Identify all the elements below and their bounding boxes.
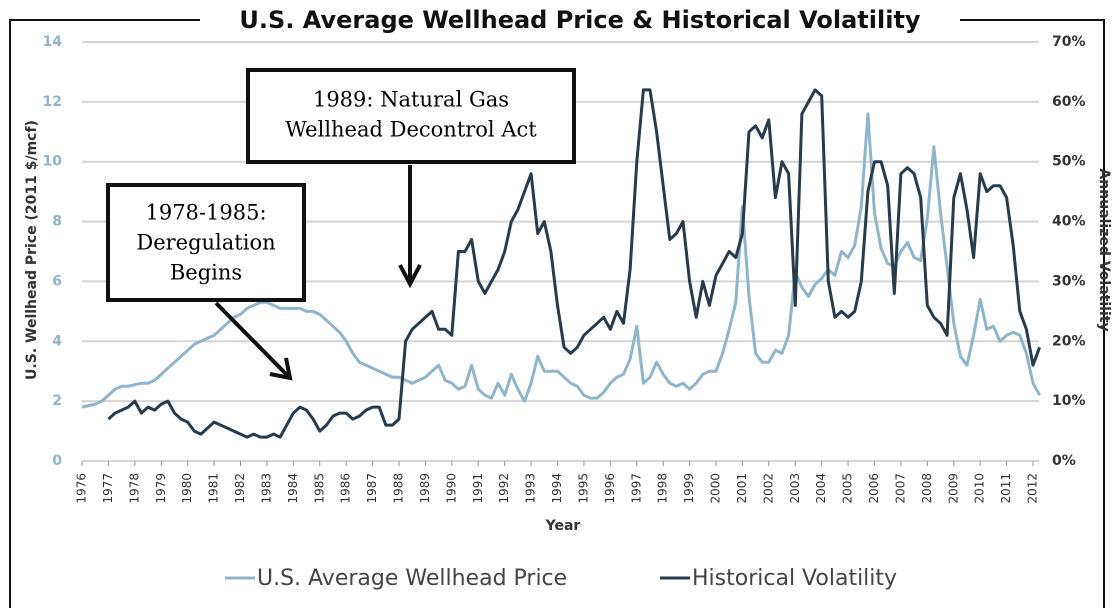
x-tick-label: 2005 bbox=[841, 473, 855, 504]
y2-tick-label: 70% bbox=[1052, 34, 1086, 50]
x-tick-label: 1977 bbox=[101, 473, 115, 504]
y2-axis-label: Annualized Volatility bbox=[1096, 168, 1112, 331]
annotation-box bbox=[106, 183, 306, 302]
x-tick-label: 1986 bbox=[339, 473, 353, 504]
x-tick-label: 2000 bbox=[709, 473, 723, 504]
x-tick-label: 1999 bbox=[682, 473, 696, 504]
chart-title: U.S. Average Wellhead Price & Historical… bbox=[239, 6, 921, 34]
y-tick-label: 2 bbox=[52, 393, 62, 409]
legend: U.S. Average Wellhead Price Historical Vo… bbox=[225, 566, 897, 591]
x-tick-label: 1990 bbox=[444, 473, 458, 504]
y2-tick-label: 20% bbox=[1052, 333, 1086, 349]
y-tick-label: 14 bbox=[43, 34, 63, 50]
x-tick-label: 2003 bbox=[788, 473, 802, 504]
x-tick-label: 2008 bbox=[920, 473, 934, 504]
x-tick-label: 2001 bbox=[735, 473, 749, 504]
annotation-text: Wellhead Decontrol Act bbox=[285, 118, 537, 142]
y-tick-label: 0 bbox=[52, 453, 62, 469]
frame bbox=[9, 19, 1105, 608]
annotation-text: Begins bbox=[170, 261, 242, 285]
x-tick-label: 1996 bbox=[603, 473, 617, 504]
x-tick-label: 1980 bbox=[180, 473, 194, 504]
x-tick-label: 1989 bbox=[418, 473, 432, 504]
x-tick-label: 1981 bbox=[207, 473, 221, 504]
x-tick-label: 1983 bbox=[259, 473, 273, 504]
annotation-arrow bbox=[214, 301, 293, 381]
x-tick-label: 1985 bbox=[312, 473, 326, 504]
grid: 0 2 4 6 8 10 12 14 0% 10% 20% 30% 40% 50% 60% 70% 1976 19… bbox=[43, 34, 1086, 504]
x-tick-label: 1976 bbox=[75, 473, 89, 504]
x-axis-label: Year bbox=[545, 518, 581, 534]
y-tick-label: 6 bbox=[52, 273, 62, 289]
y2-tick-label: 50% bbox=[1052, 154, 1086, 170]
x-tick-label: 1987 bbox=[365, 473, 379, 504]
x-tick-label: 2007 bbox=[893, 473, 907, 504]
x-tick-label: 1995 bbox=[576, 473, 590, 504]
x-tick-label: 2002 bbox=[761, 473, 775, 504]
annotation-box bbox=[246, 68, 576, 164]
x-tick-label: 2004 bbox=[814, 473, 828, 504]
y-axis-label: U.S. Wellhead Price (2011 $/mcf) bbox=[24, 120, 40, 380]
series-line bbox=[81, 112, 1041, 409]
x-tick-label: 1988 bbox=[392, 473, 406, 504]
annotation-text: Deregulation bbox=[136, 231, 275, 255]
x-tick-label: 2010 bbox=[973, 473, 987, 504]
x-tick-label: 1994 bbox=[550, 473, 564, 504]
legend-label: Historical Volatility bbox=[692, 566, 897, 591]
x-tick-label: 1992 bbox=[497, 473, 511, 504]
y-tick-label: 12 bbox=[43, 94, 62, 110]
legend-label: U.S. Average Wellhead Price bbox=[257, 566, 567, 591]
x-tick-label: 2006 bbox=[867, 473, 881, 504]
x-tick-label: 1979 bbox=[154, 473, 168, 504]
x-tick-label: 1993 bbox=[524, 473, 538, 504]
y2-tick-label: 60% bbox=[1052, 94, 1086, 110]
x-tick-label: 2009 bbox=[946, 473, 960, 504]
y-tick-label: 10 bbox=[43, 154, 63, 170]
annotation-text: 1978-1985: bbox=[145, 201, 266, 225]
x-tick-label: 2011 bbox=[999, 473, 1013, 504]
lines bbox=[81, 88, 1042, 439]
y2-tick-label: 0% bbox=[1052, 453, 1076, 469]
x-tick-label: 1998 bbox=[656, 473, 670, 504]
x-tick-label: 1984 bbox=[286, 473, 300, 504]
x-tick-label: 1991 bbox=[471, 473, 485, 504]
x-tick-label: 2012 bbox=[1026, 473, 1040, 504]
annotation-arrow bbox=[398, 165, 422, 289]
y2-tick-label: 30% bbox=[1052, 273, 1086, 289]
x-tick-label: 1997 bbox=[629, 473, 643, 504]
annotation-text: 1989: Natural Gas bbox=[313, 88, 509, 112]
x-tick-label: 1982 bbox=[233, 473, 247, 504]
x-tick-label: 1978 bbox=[127, 473, 141, 504]
y-tick-label: 4 bbox=[52, 333, 62, 349]
y-tick-label: 8 bbox=[52, 214, 62, 230]
series-line bbox=[107, 88, 1042, 439]
y2-tick-label: 40% bbox=[1052, 214, 1086, 230]
y2-tick-label: 10% bbox=[1052, 393, 1086, 409]
